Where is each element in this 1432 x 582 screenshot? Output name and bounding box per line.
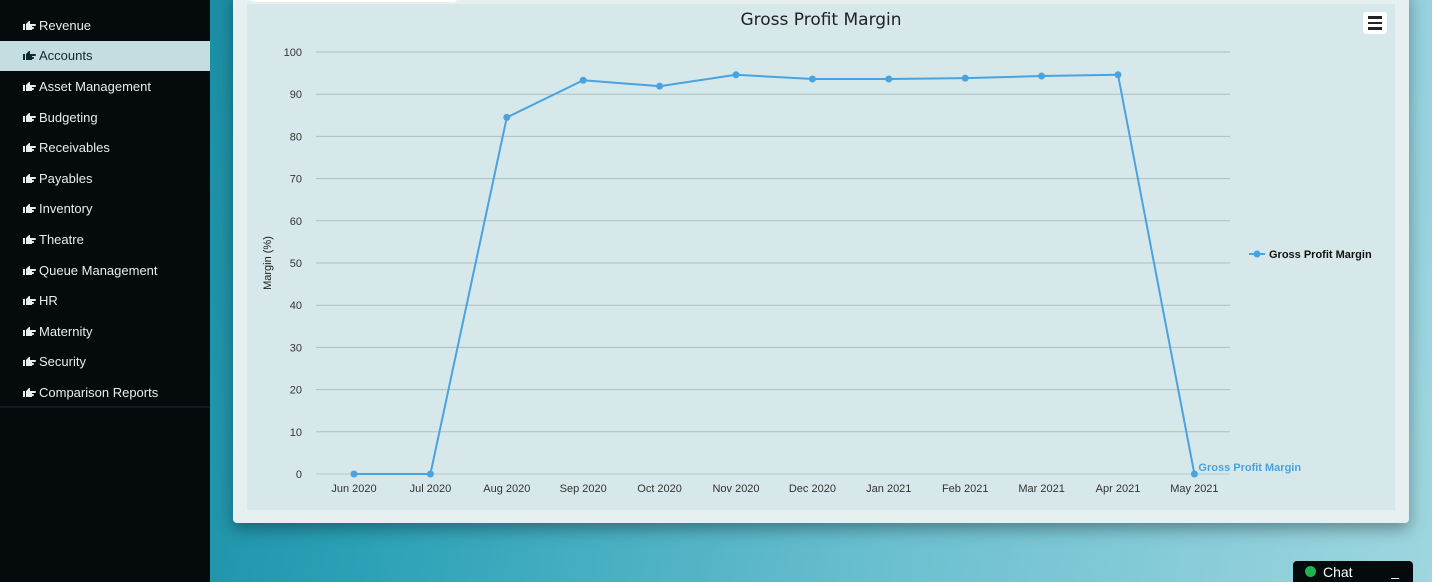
pointing-hand-icon: [23, 204, 37, 214]
y-tick-label: 10: [290, 427, 302, 439]
pointing-hand-icon: [23, 81, 37, 91]
chart-background: [247, 4, 1395, 510]
x-tick-label: Aug 2020: [483, 483, 530, 495]
sidebar-item-accounts[interactable]: Accounts: [0, 40, 210, 72]
series-end-label: Gross Profit Margin: [1198, 462, 1301, 474]
pointing-hand-icon: [23, 326, 37, 336]
data-point: [808, 75, 816, 83]
sidebar-item-label: Comparison Reports: [39, 384, 159, 400]
sidebar: Revenue Accounts Asset Management Budgeting…: [0, 0, 210, 582]
y-tick-label: 60: [290, 216, 302, 228]
y-tick-label: 40: [290, 300, 302, 312]
hamburger-menu-icon-bar: [1368, 27, 1382, 30]
chart-title: Gross Profit Margin: [740, 10, 901, 30]
x-tick-label: Sep 2020: [560, 483, 607, 495]
y-tick-label: 90: [290, 89, 302, 101]
data-point: [961, 74, 969, 82]
data-point: [1114, 71, 1122, 79]
y-tick-label: 0: [296, 469, 302, 481]
sidebar-item-label: Inventory: [39, 201, 93, 217]
data-point: [1190, 470, 1198, 478]
online-status-icon: [1305, 566, 1316, 577]
sidebar-item-budgeting[interactable]: Budgeting: [0, 102, 210, 133]
x-tick-label: Oct 2020: [637, 483, 682, 495]
y-tick-label: 20: [290, 385, 302, 397]
chart-menu-button[interactable]: [1363, 12, 1387, 34]
sidebar-item-label: Queue Management: [39, 262, 158, 278]
hamburger-menu-icon: [1368, 16, 1382, 19]
y-tick-label: 70: [290, 174, 302, 186]
sidebar-item-revenue[interactable]: Revenue: [0, 10, 210, 41]
sidebar-menu: Revenue Accounts Asset Management Budgeting…: [0, 10, 210, 408]
chat-widget[interactable]: Chat _: [1293, 561, 1413, 582]
y-tick-label: 100: [284, 47, 302, 59]
legend-marker: [1253, 250, 1261, 258]
sidebar-item-label: Security: [39, 354, 86, 370]
sidebar-item-label: Budgeting: [39, 109, 98, 125]
sidebar-item-comparison-reports[interactable]: Comparison Reports: [0, 377, 210, 408]
pointing-hand-icon: [23, 51, 37, 61]
sidebar-item-label: Revenue: [39, 17, 92, 33]
x-tick-label: Dec 2020: [789, 483, 836, 495]
sidebar-item-maternity[interactable]: Maternity: [0, 316, 210, 347]
data-point: [579, 76, 587, 84]
pointing-hand-icon: [23, 296, 37, 306]
x-tick-label: Nov 2020: [712, 483, 759, 495]
legend-label: Gross Profit Margin: [1269, 249, 1372, 261]
pointing-hand-icon: [23, 234, 37, 244]
sidebar-item-receivables[interactable]: Receivables: [0, 132, 210, 163]
pointing-hand-icon: [23, 357, 37, 367]
sidebar-item-label: Asset Management: [39, 78, 152, 94]
x-tick-label: Feb 2021: [942, 483, 988, 495]
sidebar-item-label: Theatre: [39, 231, 84, 247]
y-tick-label: 50: [290, 258, 302, 270]
sidebar-item-label: Payables: [39, 170, 93, 186]
sidebar-item-label: Maternity: [39, 323, 93, 339]
sidebar-item-label: Accounts: [39, 48, 93, 64]
x-tick-label: Jun 2020: [331, 483, 376, 495]
x-tick-label: Jan 2021: [866, 483, 911, 495]
sidebar-item-asset-management[interactable]: Asset Management: [0, 71, 210, 102]
data-point: [350, 470, 358, 478]
sidebar-item-theatre[interactable]: Theatre: [0, 224, 210, 255]
sidebar-item-payables[interactable]: Payables: [0, 163, 210, 194]
x-tick-label: Jul 2020: [410, 483, 452, 495]
sidebar-item-inventory[interactable]: Inventory: [0, 194, 210, 225]
data-point: [732, 71, 740, 79]
top-tab-edge: [248, 0, 460, 2]
x-tick-label: May 2021: [1170, 483, 1218, 495]
pointing-hand-icon: [23, 20, 37, 30]
y-tick-label: 30: [290, 342, 302, 354]
sidebar-divider: [0, 406, 210, 408]
chat-minimize-button[interactable]: _: [1391, 563, 1399, 579]
sidebar-item-hr[interactable]: HR: [0, 285, 210, 316]
pointing-hand-icon: [23, 112, 37, 122]
sidebar-item-label: Receivables: [39, 140, 110, 156]
series-line: [354, 73, 1196, 475]
y-tick-label: 80: [290, 131, 302, 143]
pointing-hand-icon: [23, 143, 37, 153]
pointing-hand-icon: [23, 173, 37, 183]
data-point: [1038, 72, 1046, 80]
data-point: [426, 470, 434, 478]
data-point: [656, 82, 664, 90]
sidebar-item-label: HR: [39, 293, 58, 309]
x-tick-label: Mar 2021: [1018, 483, 1064, 495]
hamburger-menu-icon-bar: [1368, 21, 1382, 25]
pointing-hand-icon: [23, 265, 37, 275]
sidebar-item-queue-management[interactable]: Queue Management: [0, 255, 210, 286]
data-point: [885, 75, 893, 83]
chat-label: Chat: [1323, 563, 1353, 580]
sidebar-item-security[interactable]: Security: [0, 347, 210, 378]
x-tick-label: Apr 2021: [1096, 483, 1141, 495]
data-point: [503, 113, 511, 121]
y-axis-label: Margin (%): [262, 236, 274, 290]
pointing-hand-icon: [23, 387, 37, 397]
